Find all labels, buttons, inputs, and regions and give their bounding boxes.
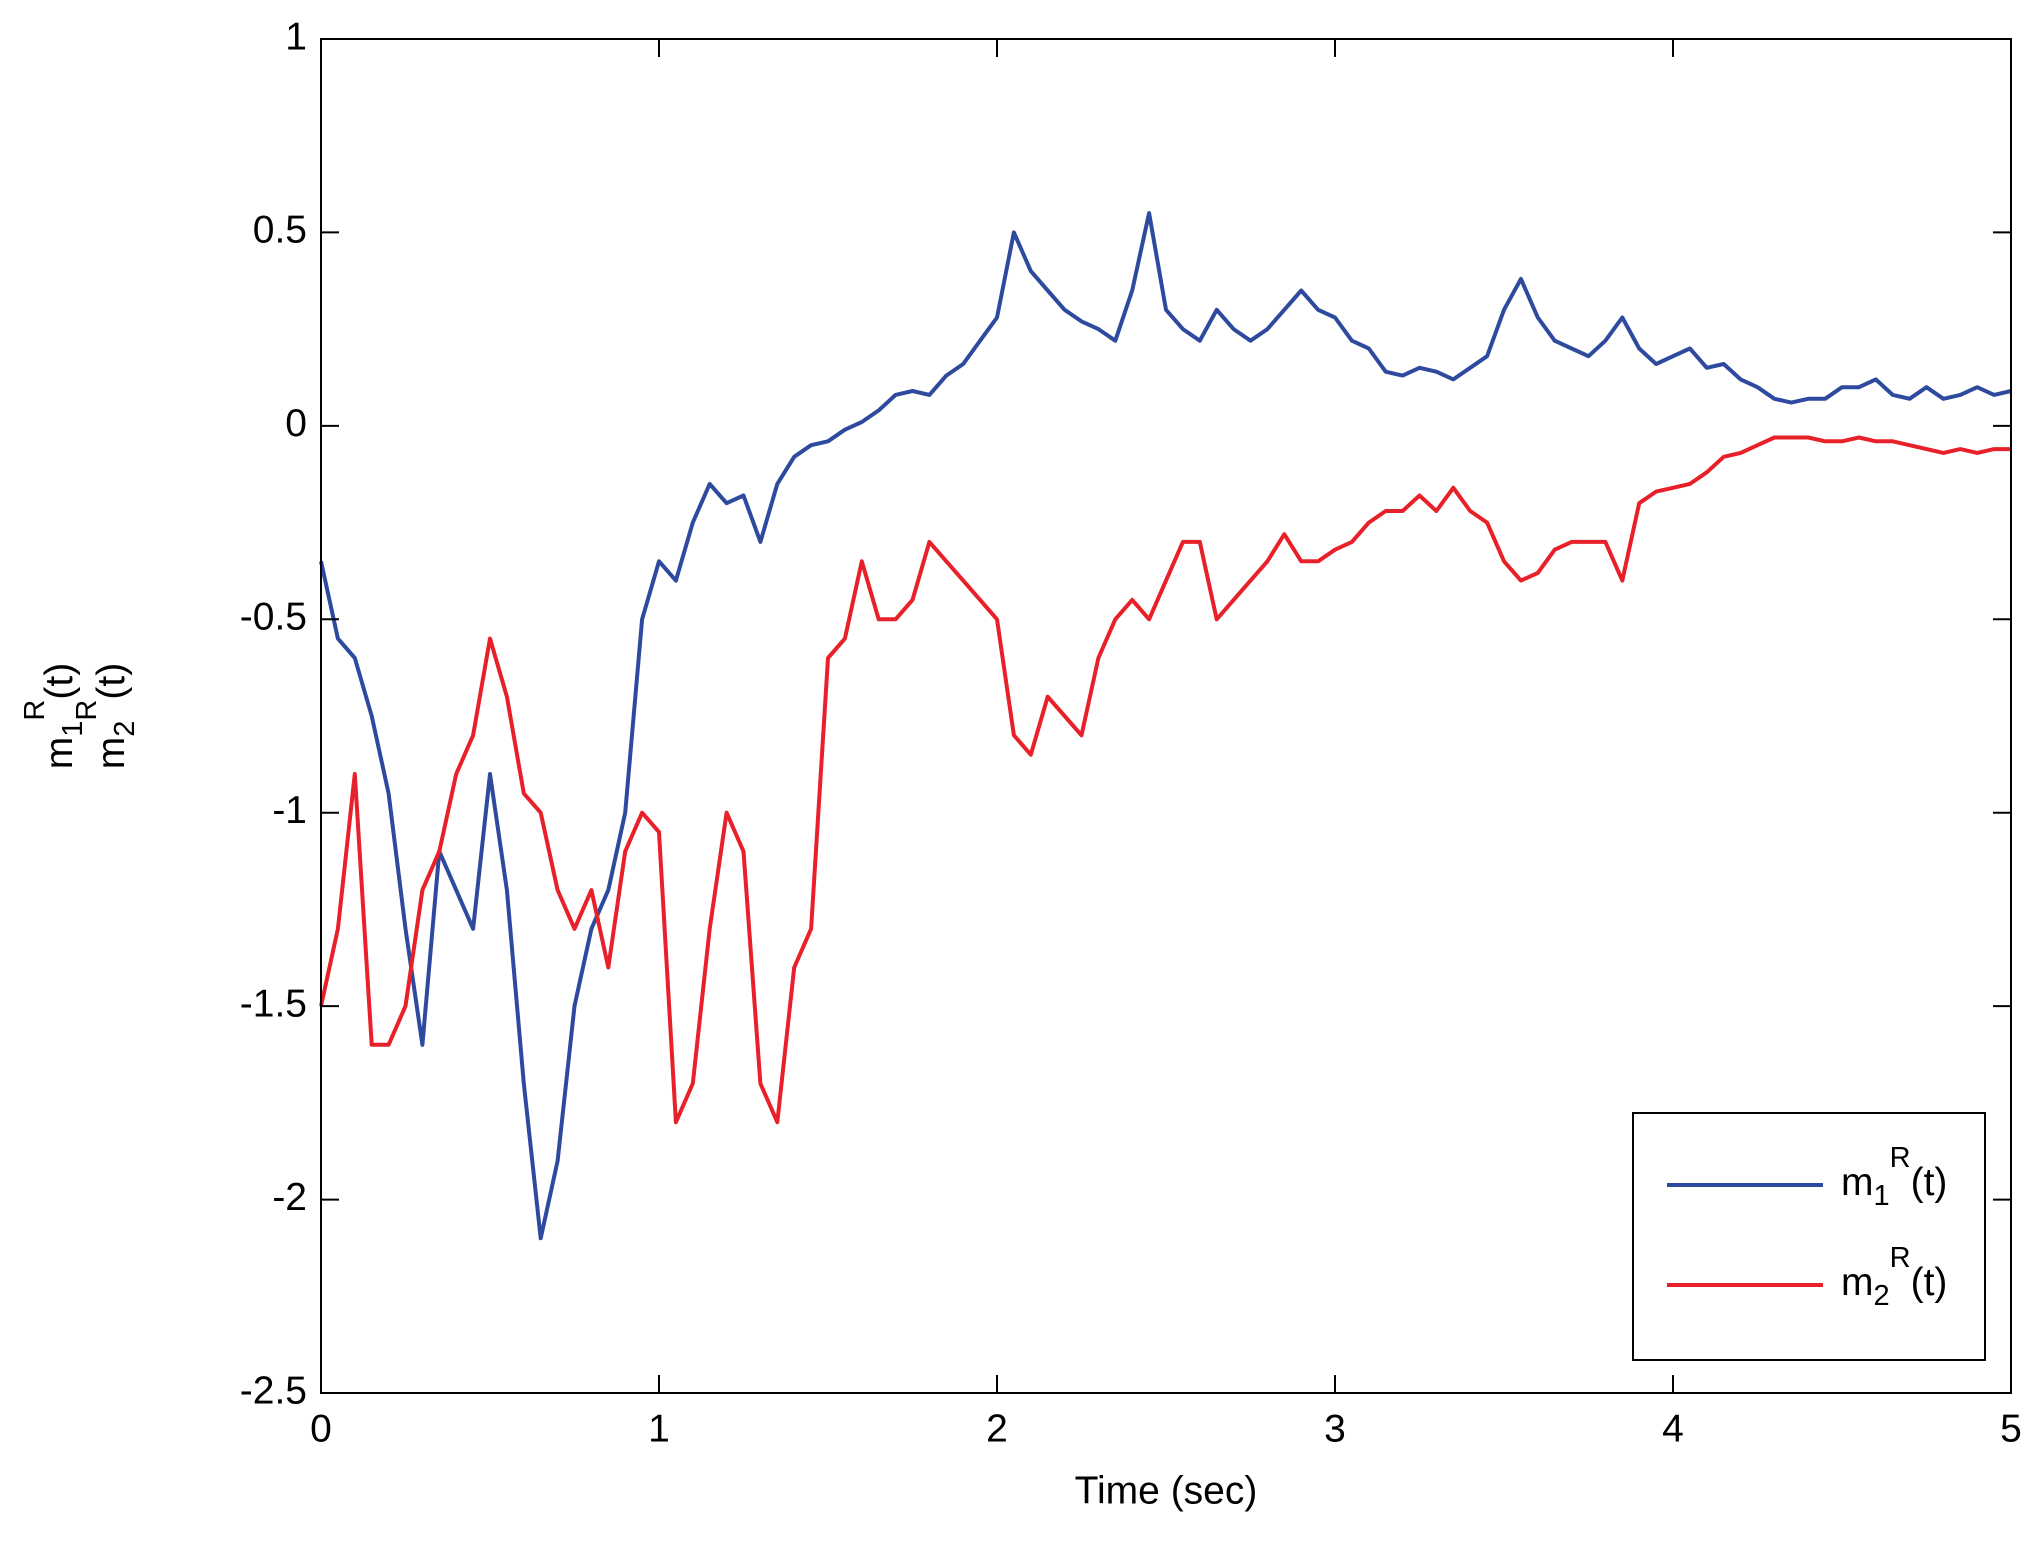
- x-axis-label: Time (sec): [1075, 1469, 1258, 1512]
- y-tick-label: -2.5: [240, 1369, 307, 1412]
- y-tick-label: -2: [272, 1176, 307, 1219]
- x-tick-label: 2: [986, 1407, 1008, 1450]
- legend-label: m1​R​(t): [1841, 1142, 1947, 1212]
- y-tick-label: 0.5: [253, 209, 307, 252]
- series-line: [319, 435, 2011, 1125]
- legend-label: m2​R​(t): [1841, 1242, 1947, 1312]
- x-tick-label: 0: [310, 1407, 332, 1450]
- y-tick-label: 0: [285, 402, 307, 445]
- axes-box: [320, 38, 2012, 1394]
- x-tick-label: 3: [1324, 1407, 1346, 1450]
- series-line: [319, 211, 2012, 1241]
- legend-box: [1632, 1112, 1986, 1361]
- y-axis-label: m1​R​(t): [19, 663, 89, 769]
- x-tick-label: 5: [2000, 1407, 2022, 1450]
- y-tick-label: 1: [285, 15, 307, 58]
- y-tick-label: -1.5: [240, 982, 307, 1025]
- y-axis-label: m2​R​(t): [71, 663, 141, 769]
- x-tick-label: 4: [1662, 1407, 1684, 1450]
- y-tick-label: -1: [272, 789, 307, 832]
- y-tick-label: -0.5: [240, 596, 307, 639]
- x-tick-label: 1: [648, 1407, 670, 1450]
